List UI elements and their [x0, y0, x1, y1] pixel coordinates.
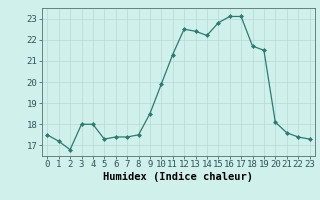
X-axis label: Humidex (Indice chaleur): Humidex (Indice chaleur) — [103, 172, 253, 182]
